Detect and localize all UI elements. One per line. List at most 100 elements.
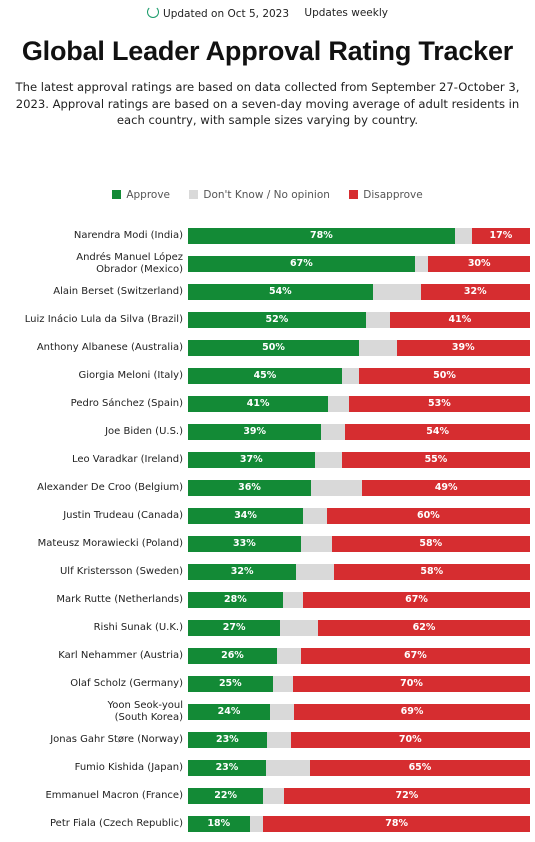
- bar-segment-disapprove: [389, 312, 530, 328]
- data-label-approve: 78%: [310, 230, 333, 241]
- bar-segment-dont-know: [454, 228, 472, 244]
- bar-segment-disapprove: [294, 704, 530, 720]
- chart-row: Narendra Modi (India) 78% 17%: [0, 222, 535, 250]
- category-label: Mateusz Morawiecki (Poland): [38, 530, 183, 558]
- bar-segment-disapprove: [345, 424, 530, 440]
- bar-segment-approve: [188, 256, 415, 272]
- chart-row: Joe Biden (U.S.) 39% 54%: [0, 418, 535, 446]
- data-label-approve: 45%: [253, 370, 277, 381]
- category-label-line: Olaf Scholz (Germany): [70, 678, 183, 689]
- chart-subtitle: The latest approval ratings are based on…: [15, 80, 520, 127]
- bar-segment-disapprove: [326, 508, 530, 524]
- updated-text: Updated on Oct 5, 2023: [163, 8, 290, 20]
- data-label-disapprove: 58%: [419, 538, 443, 549]
- stacked-bar: 32% 58%: [188, 564, 530, 580]
- bar-segment-dont-know: [280, 620, 318, 636]
- category-label-line: Mark Rutte (Netherlands): [56, 594, 183, 605]
- approval-chart: Narendra Modi (India) 78% 17% Andrés Manuel…: [0, 222, 535, 838]
- stacked-bar: 22% 72%: [188, 788, 530, 804]
- data-label-disapprove: 58%: [420, 566, 444, 577]
- bar-segment-dont-know: [270, 704, 295, 720]
- chart-row: Pedro Sánchez (Spain) 41% 53%: [0, 390, 535, 418]
- data-label-disapprove: 50%: [433, 370, 456, 381]
- stacked-bar: 36% 49%: [188, 480, 530, 496]
- legend-label-disapprove: Disapprove: [363, 189, 423, 201]
- category-label-line: Narendra Modi (India): [73, 230, 183, 241]
- chart-row: Mateusz Morawiecki (Poland) 33% 58%: [0, 530, 535, 558]
- bar-segment-dont-know: [321, 424, 346, 440]
- data-label-approve: 23%: [215, 762, 239, 773]
- data-label-disapprove: 69%: [400, 706, 424, 717]
- category-label-line: Anthony Albanese (Australia): [36, 342, 183, 353]
- bar-segment-approve: [188, 760, 266, 776]
- stacked-bar: 25% 70%: [188, 676, 530, 692]
- data-label-disapprove: 39%: [451, 342, 475, 353]
- data-label-disapprove: 60%: [417, 510, 440, 521]
- data-label-disapprove: 65%: [408, 762, 432, 773]
- category-label: Leo Varadkar (Ireland): [72, 446, 183, 474]
- bar-segment-disapprove: [263, 816, 530, 832]
- bar-segment-approve: [188, 424, 322, 440]
- bar-segment-dont-know: [372, 284, 421, 300]
- chart-row: Emmanuel Macron (France) 22% 72%: [0, 782, 535, 810]
- category-label: Mark Rutte (Netherlands): [56, 586, 183, 614]
- bar-segment-approve: [188, 452, 315, 468]
- data-label-disapprove: 62%: [412, 622, 436, 633]
- bar-segment-approve: [188, 228, 455, 244]
- stacked-bar: 45% 50%: [188, 368, 530, 384]
- data-label-disapprove: 55%: [424, 454, 448, 465]
- legend-swatch-approve: [112, 190, 122, 199]
- bar-segment-approve: [188, 648, 277, 664]
- data-label-disapprove: 72%: [395, 790, 419, 801]
- bar-segment-approve: [188, 704, 271, 720]
- data-label-approve: 24%: [217, 706, 241, 717]
- bar-segment-disapprove: [333, 564, 530, 580]
- category-label: Emmanuel Macron (France): [45, 782, 183, 810]
- data-label-approve: 22%: [214, 790, 237, 801]
- chart-row: Alain Berset (Switzerland) 54% 32%: [0, 278, 535, 306]
- bar-segment-approve: [188, 788, 264, 804]
- chart-row: Justin Trudeau (Canada) 34% 60%: [0, 502, 535, 530]
- data-label-approve: 26%: [221, 650, 244, 661]
- bar-segment-disapprove: [283, 788, 530, 804]
- bar-segment-disapprove: [303, 592, 530, 608]
- category-label-line: Andrés Manuel López: [76, 252, 183, 263]
- category-label: Ulf Kristersson (Sweden): [60, 558, 183, 586]
- bar-segment-disapprove: [317, 620, 530, 636]
- bar-segment-approve: [188, 592, 283, 608]
- data-label-disapprove: 70%: [400, 678, 423, 689]
- legend-swatch-dont-know: [189, 190, 199, 199]
- legend-disapprove: Disapprove: [349, 189, 423, 201]
- category-label-line: Alexander De Croo (Belgium): [37, 482, 183, 493]
- bar-segment-disapprove: [362, 480, 530, 496]
- data-label-approve: 39%: [243, 426, 267, 437]
- category-label: Jonas Gahr Støre (Norway): [50, 726, 183, 754]
- data-label-disapprove: 54%: [426, 426, 450, 437]
- category-label-line: Petr Fiala (Czech Republic): [50, 818, 183, 829]
- bar-segment-disapprove: [292, 676, 530, 692]
- bar-segment-dont-know: [276, 648, 301, 664]
- bar-segment-dont-know: [263, 788, 284, 804]
- stacked-bar: 24% 69%: [188, 704, 530, 720]
- update-info: Updated on Oct 5, 2023 Updates weekly: [0, 6, 535, 20]
- stacked-bar: 37% 55%: [188, 452, 530, 468]
- data-label-disapprove: 17%: [489, 230, 513, 241]
- category-label: Joe Biden (U.S.): [105, 418, 183, 446]
- category-label-line: Mateusz Morawiecki (Poland): [37, 538, 183, 549]
- bar-segment-dont-know: [311, 480, 363, 496]
- bar-segment-disapprove: [300, 648, 530, 664]
- stacked-bar: 27% 62%: [188, 620, 530, 636]
- category-label: Fumio Kishida (Japan): [75, 754, 183, 782]
- category-label-line: Rishi Sunak (U.K.): [93, 622, 183, 633]
- data-label-disapprove: 67%: [404, 650, 427, 661]
- bar-segment-disapprove: [428, 256, 530, 272]
- bar-segment-disapprove: [359, 368, 530, 384]
- bar-segment-approve: [188, 396, 329, 412]
- data-label-approve: 33%: [233, 538, 256, 549]
- stacked-bar: 52% 41%: [188, 312, 530, 328]
- bar-segment-dont-know: [365, 312, 390, 328]
- data-label-approve: 52%: [265, 314, 289, 325]
- category-label: Olaf Scholz (Germany): [70, 670, 183, 698]
- refresh-icon: [147, 6, 160, 18]
- bar-segment-approve: [188, 284, 373, 300]
